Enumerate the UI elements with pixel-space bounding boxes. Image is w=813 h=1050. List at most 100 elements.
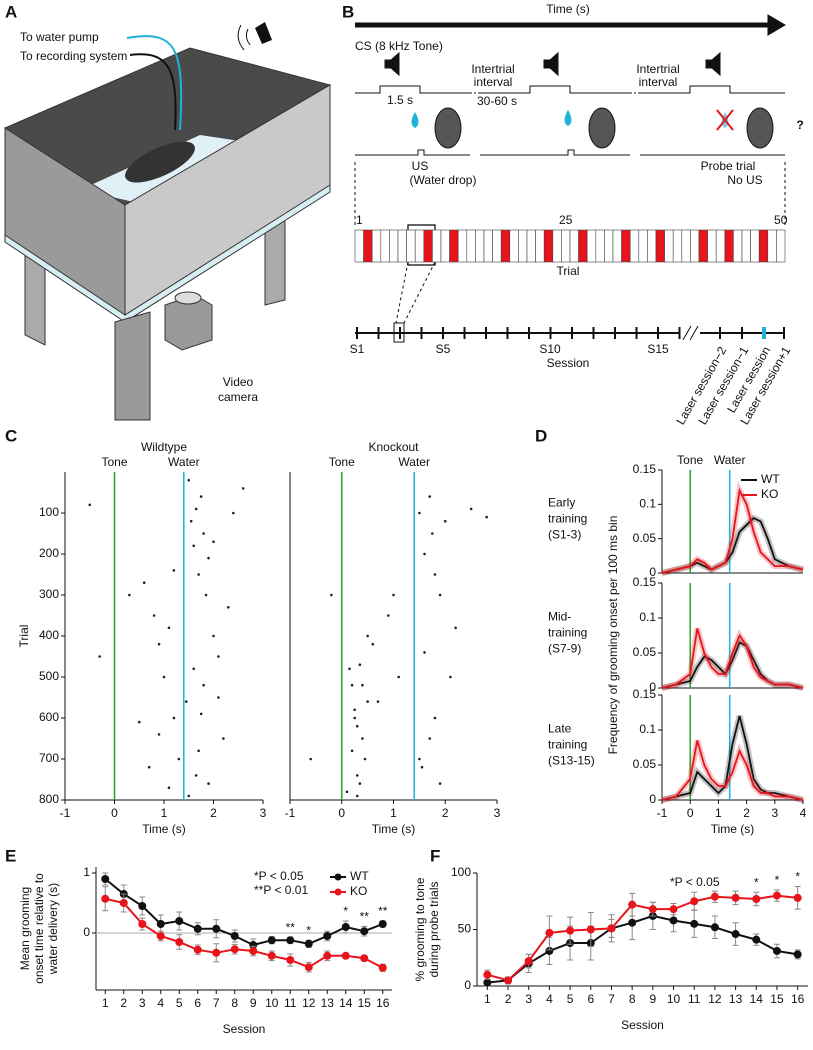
- panel-label: E: [5, 846, 16, 865]
- speaker: [255, 22, 272, 44]
- x-tick-label: 4: [157, 996, 164, 1010]
- x-tick-label: 8: [629, 992, 636, 1006]
- raster-dot: [330, 593, 333, 597]
- raster-dot: [350, 683, 354, 687]
- point: [731, 930, 740, 939]
- raster-dot: [443, 519, 447, 523]
- x-tick-label: 2: [120, 996, 127, 1010]
- x-tick-label: 5: [567, 992, 574, 1006]
- camera-lens: [174, 291, 202, 305]
- point: [360, 954, 369, 963]
- rig-illustration: [3, 22, 332, 421]
- raster-dot: [167, 786, 171, 789]
- point: [304, 939, 313, 948]
- x-tick-label: -1: [285, 806, 296, 820]
- note: *P < 0.05: [254, 869, 304, 883]
- raster-dot: [88, 503, 92, 507]
- x-tick-label: 4: [546, 992, 553, 1006]
- x-tick-label: 7: [213, 996, 220, 1010]
- raster-dot: [207, 556, 210, 560]
- point: [586, 925, 595, 934]
- x-tick-label: 6: [194, 996, 201, 1010]
- x-tick-label: 3: [494, 806, 501, 820]
- raster-dot: [355, 724, 359, 728]
- x-tick-label: 13: [729, 992, 743, 1006]
- x-tick-label: 14: [750, 992, 764, 1006]
- line: [661, 516, 804, 574]
- point: [710, 923, 719, 932]
- raster-dot: [433, 716, 437, 720]
- y-tick-label: 100: [451, 865, 471, 879]
- point: [101, 875, 110, 883]
- label: No US: [727, 173, 762, 187]
- raster-dot: [350, 749, 354, 753]
- y-axis-title: onset time relative to: [32, 873, 46, 984]
- y-tick-label: 0.05: [633, 757, 657, 771]
- raster-dot: [157, 733, 161, 736]
- trial: [475, 229, 485, 263]
- trial: [509, 229, 519, 263]
- x-tick-label: 3: [260, 806, 267, 820]
- significance: **: [360, 910, 370, 924]
- point: [690, 919, 699, 928]
- axis-title: Session: [547, 356, 590, 370]
- legend-marker: [334, 873, 342, 881]
- point: [323, 932, 332, 940]
- raster-dot: [157, 642, 161, 646]
- trial: [776, 229, 786, 263]
- probe-trial: [578, 229, 588, 263]
- trial: [483, 229, 493, 263]
- x-tick-label: 11: [284, 996, 297, 1010]
- x-tick-label: 1: [102, 996, 109, 1010]
- y-axis-title: Trial: [17, 625, 31, 648]
- panel-label: F: [430, 846, 440, 865]
- point: [648, 905, 657, 914]
- event-label: Tone: [101, 455, 127, 469]
- x-tick-label: 3: [139, 996, 146, 1010]
- mouse: [588, 107, 616, 149]
- trial: [690, 229, 700, 263]
- raster-dot: [232, 511, 235, 515]
- raster-dot: [152, 614, 156, 617]
- x-axis-title: Session: [223, 1022, 266, 1036]
- y-tick-label: 0: [464, 978, 471, 992]
- y-tick-label: 0: [649, 680, 656, 694]
- x-tick-label: 15: [358, 996, 372, 1010]
- y-tick-label: 50: [458, 922, 472, 936]
- probe-trial: [363, 229, 373, 263]
- recording-cable: [129, 53, 177, 131]
- legend-label: WT: [761, 472, 780, 486]
- y-tick-label: 0.15: [633, 462, 657, 476]
- row-label: (S7-9): [548, 642, 581, 656]
- trial: [664, 229, 674, 263]
- event-label: Tone: [329, 455, 355, 469]
- event-label: Tone: [677, 453, 703, 467]
- point: [212, 948, 221, 957]
- point: [138, 902, 147, 910]
- raster-dot: [142, 581, 146, 584]
- x-tick-label: 15: [770, 992, 784, 1006]
- x-tick-label: 12: [708, 992, 722, 1006]
- line: [661, 487, 804, 574]
- panel-label: D: [535, 426, 547, 445]
- row-label: Late: [548, 722, 572, 736]
- session-label: S1: [350, 342, 365, 356]
- trial: [586, 229, 597, 263]
- mouse: [125, 141, 195, 183]
- x-tick-label: 0: [111, 806, 118, 820]
- label: interval: [474, 75, 513, 89]
- row-label: Early: [548, 496, 575, 510]
- probe-trial: [500, 229, 511, 263]
- x-tick-label: 2: [743, 806, 750, 820]
- point: [175, 917, 184, 925]
- x-tick-label: 6: [587, 992, 594, 1006]
- x-tick-label: 3: [525, 992, 532, 1006]
- trial: [380, 229, 390, 263]
- trial-tick-label: 50: [774, 213, 788, 227]
- x-tick-label: 10: [265, 996, 279, 1010]
- x-tick-label: 5: [176, 996, 183, 1010]
- raster-dot: [423, 651, 426, 654]
- raster-dot: [212, 634, 215, 638]
- point: [286, 936, 295, 945]
- y-tick-label: 0: [649, 792, 656, 806]
